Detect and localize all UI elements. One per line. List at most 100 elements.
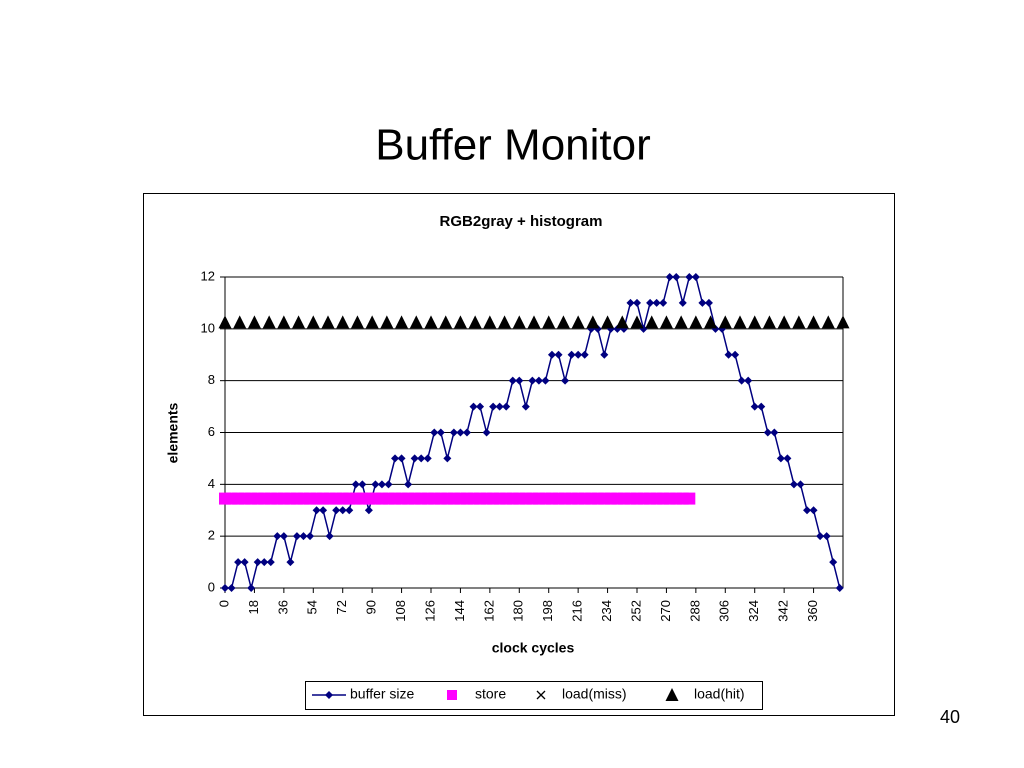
diamond-marker <box>319 506 328 515</box>
diamond-marker <box>397 454 406 463</box>
diamond-marker <box>364 506 373 515</box>
diamond-marker <box>757 402 766 411</box>
triangle-marker <box>262 315 276 329</box>
diamond-marker <box>816 532 825 541</box>
x-tick-label: 72 <box>334 600 349 614</box>
x-tick-label: 288 <box>687 600 702 622</box>
diamond-marker <box>377 480 386 489</box>
diamond-marker <box>783 454 792 463</box>
diamond-marker <box>436 428 445 437</box>
diamond-marker <box>476 402 485 411</box>
triangle-marker <box>527 315 541 329</box>
diamond-marker <box>580 350 589 359</box>
square-marker <box>447 690 457 700</box>
triangle-marker <box>836 315 850 329</box>
diamond-marker <box>273 532 282 541</box>
diamond-marker <box>626 298 635 307</box>
diamond-marker <box>704 298 713 307</box>
triangle-marker <box>542 315 556 329</box>
diamond-marker <box>358 480 367 489</box>
diamond-marker <box>325 532 334 541</box>
diamond-marker <box>227 584 236 592</box>
diamond-marker <box>600 350 609 359</box>
x-tick-label: 252 <box>628 600 643 622</box>
triangle-marker <box>630 315 644 329</box>
diamond-marker <box>515 376 524 385</box>
diamond-marker <box>449 428 458 437</box>
diamond-marker <box>371 480 380 489</box>
y-tick-label: 2 <box>208 528 215 543</box>
diamond-marker <box>803 506 812 515</box>
triangle-marker <box>665 688 679 701</box>
triangle-marker <box>601 315 615 329</box>
triangle-marker <box>512 315 526 329</box>
diamond-marker <box>253 558 262 567</box>
diamond-marker <box>240 558 249 567</box>
triangle-marker <box>292 315 306 329</box>
diamond-marker <box>672 273 681 281</box>
diamond-marker <box>698 298 707 307</box>
triangle-marker <box>733 315 747 329</box>
diamond-marker <box>508 376 517 385</box>
x-tick-label: 270 <box>658 600 673 622</box>
diamond-marker <box>306 532 315 541</box>
diamond-marker <box>456 428 465 437</box>
x-axis-label: clock cycles <box>492 640 575 656</box>
triangle-marker <box>277 315 291 329</box>
diamond-marker <box>443 454 452 463</box>
triangle-marker <box>483 315 497 329</box>
x-tick-label: 54 <box>305 600 320 614</box>
diamond-marker <box>247 584 256 592</box>
x-tick-label: 126 <box>422 600 437 622</box>
triangle-marker <box>468 315 482 329</box>
triangle-marker <box>777 315 791 329</box>
triangle-marker <box>218 315 232 329</box>
diamond-marker <box>391 454 400 463</box>
diamond-marker <box>221 584 229 592</box>
diamond-marker <box>528 376 537 385</box>
x-tick-label: 90 <box>364 600 379 614</box>
diamond-marker <box>325 691 333 699</box>
triangle-marker <box>380 315 394 329</box>
diamond-marker <box>678 298 687 307</box>
x-tick-label: 0 <box>216 600 231 607</box>
diamond-marker <box>521 402 530 411</box>
triangle-marker <box>556 315 570 329</box>
diamond-marker <box>750 402 759 411</box>
diamond-marker <box>541 376 550 385</box>
y-axis-label: elements <box>165 402 181 463</box>
triangle-marker <box>233 315 247 329</box>
diamond-marker <box>260 558 269 567</box>
diamond-marker <box>737 376 746 385</box>
legend-label: store <box>475 686 506 702</box>
diamond-marker <box>345 506 354 515</box>
triangle-marker <box>704 315 718 329</box>
diamond-marker <box>410 454 419 463</box>
diamond-marker <box>665 273 674 281</box>
triangle-marker <box>365 315 379 329</box>
diamond-marker <box>724 350 733 359</box>
slide-title: Buffer Monitor <box>375 121 651 170</box>
triangle-marker <box>748 315 762 329</box>
diamond-marker <box>430 428 439 437</box>
legend-label: load(miss) <box>562 686 627 702</box>
diamond-marker <box>266 558 275 567</box>
x-tick-label: 108 <box>393 600 408 622</box>
x-tick-label: 342 <box>776 600 791 622</box>
x-tick-label: 234 <box>599 600 614 622</box>
diamond-marker <box>796 480 805 489</box>
y-tick-label: 6 <box>208 424 215 439</box>
y-tick-label: 0 <box>208 579 215 594</box>
triangle-marker <box>453 315 467 329</box>
diamond-marker <box>292 532 301 541</box>
diamond-marker <box>776 454 785 463</box>
diamond-marker <box>567 350 576 359</box>
diamond-marker <box>822 532 831 541</box>
x-tick-label: 180 <box>511 600 526 622</box>
diamond-marker <box>502 402 511 411</box>
diamond-marker <box>312 506 321 515</box>
legend-box <box>305 681 763 710</box>
diamond-marker <box>495 402 504 411</box>
